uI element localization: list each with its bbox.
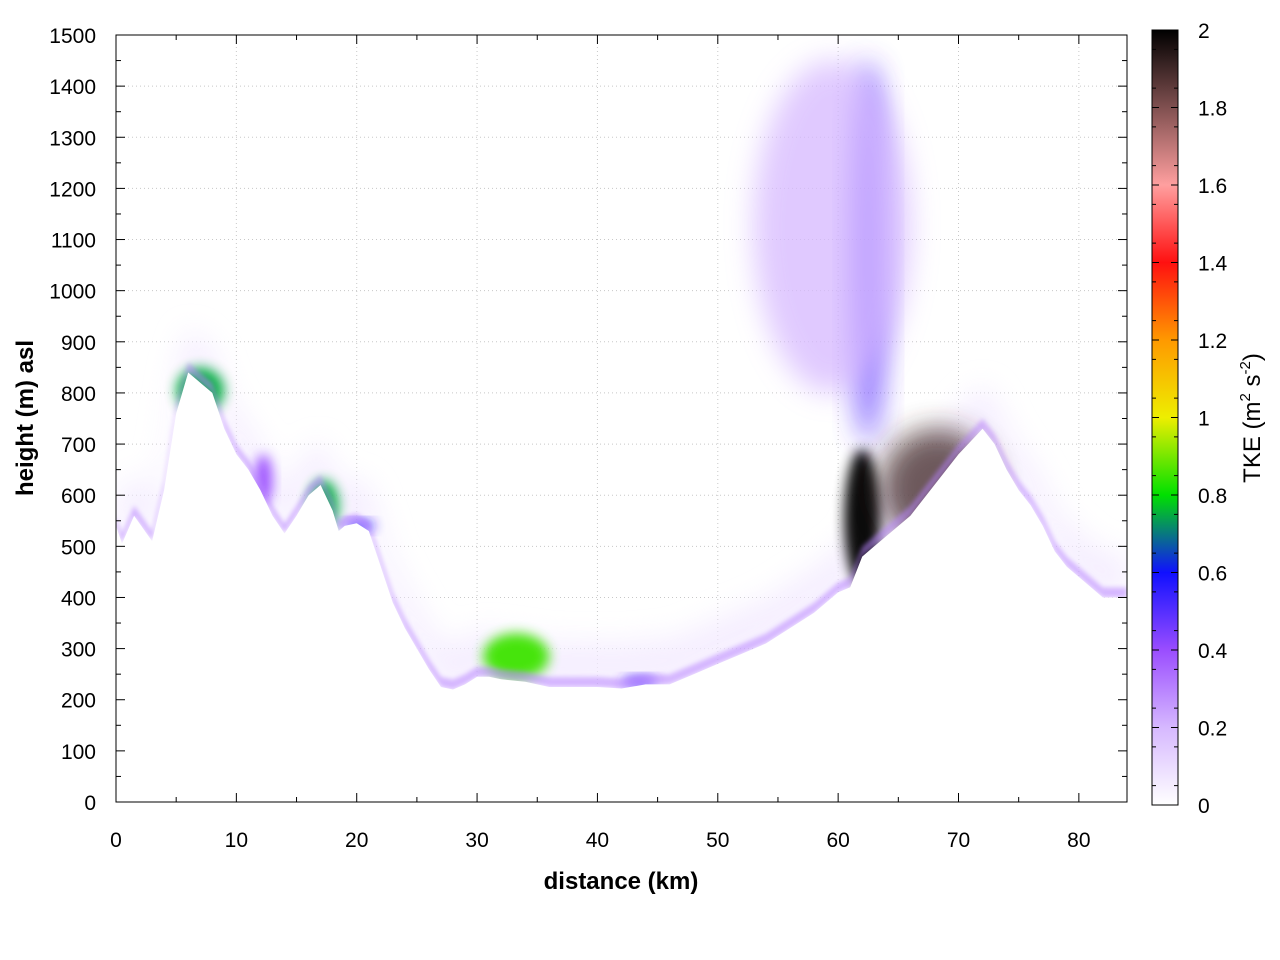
- y-tick-label: 1300: [49, 127, 96, 150]
- colorbar-title-mid: s: [1239, 375, 1266, 394]
- x-tick-label: 50: [706, 829, 729, 852]
- y-tick-label: 1500: [49, 25, 96, 48]
- y-tick-label: 1400: [49, 76, 96, 99]
- x-axis-title: distance (km): [544, 868, 699, 895]
- x-axis-ticks: 0 10 20 30 40 50 60 70 80: [110, 35, 1091, 852]
- colorbar-tick-label: 1.2: [1198, 330, 1227, 353]
- y-tick-label: 1100: [51, 230, 96, 253]
- tke-field: [116, 60, 1127, 802]
- colorbar-tick-label: 1.6: [1198, 175, 1227, 198]
- y-axis-ticks: 0 100 200 300 400 500 600 700 800 900 1000 1100 1200…: [49, 25, 1127, 815]
- terrain-mask: [116, 372, 1127, 802]
- x-tick-label: 20: [345, 829, 368, 852]
- colorbar-title-end: ): [1239, 353, 1266, 361]
- y-tick-label: 400: [61, 587, 96, 610]
- x-tick-label: 30: [465, 829, 488, 852]
- colorbar-tick-label: 0: [1198, 795, 1210, 818]
- tke-haze-layer: [116, 327, 1127, 690]
- colorbar-tick-label: 2: [1198, 20, 1210, 43]
- y-tick-label: 500: [61, 536, 96, 559]
- colorbar-title: TKE (m2 s-2): [1237, 353, 1266, 483]
- x-tick-label: 40: [586, 829, 609, 852]
- x-tick-label: 70: [947, 829, 970, 852]
- x-tick-label: 0: [110, 829, 122, 852]
- y-tick-label: 100: [61, 741, 96, 764]
- y-tick-label: 600: [61, 485, 96, 508]
- x-tick-label: 60: [826, 829, 849, 852]
- colorbar-title-sup2: -2: [1237, 361, 1254, 374]
- colorbar-tick-label: 0.6: [1198, 563, 1227, 586]
- colorbar-ticks: 0 0.2 0.4 0.6 0.8 1 1.2 1.4 1.6 1.8 2: [1152, 20, 1228, 818]
- colorbar-tick-label: 1.4: [1198, 253, 1228, 276]
- y-tick-label: 700: [61, 434, 96, 457]
- colorbar-tick-label: 0.4: [1198, 640, 1228, 663]
- tke-feature-9: [753, 60, 911, 393]
- y-tick-label: 1000: [49, 281, 96, 304]
- colorbar-title-main: TKE (m: [1239, 402, 1266, 483]
- y-tick-label: 800: [61, 383, 96, 406]
- y-tick-label: 300: [61, 639, 96, 662]
- y-tick-label: 1200: [49, 178, 96, 201]
- colorbar-tick-label: 0.2: [1198, 718, 1227, 741]
- x-tick-label: 10: [225, 829, 248, 852]
- tke-feature-4: [483, 633, 550, 680]
- colorbar-tick-label: 1: [1198, 408, 1210, 431]
- y-tick-label: 200: [61, 690, 96, 713]
- y-axis-title: height (m) asl: [12, 340, 39, 496]
- colorbar-title-sup1: 2: [1237, 393, 1254, 401]
- y-tick-label: 0: [84, 792, 96, 815]
- colorbar-tick-label: 1.8: [1198, 98, 1227, 121]
- x-tick-label: 80: [1067, 829, 1090, 852]
- y-tick-label: 900: [61, 332, 96, 355]
- colorbar-tick-label: 0.8: [1198, 485, 1227, 508]
